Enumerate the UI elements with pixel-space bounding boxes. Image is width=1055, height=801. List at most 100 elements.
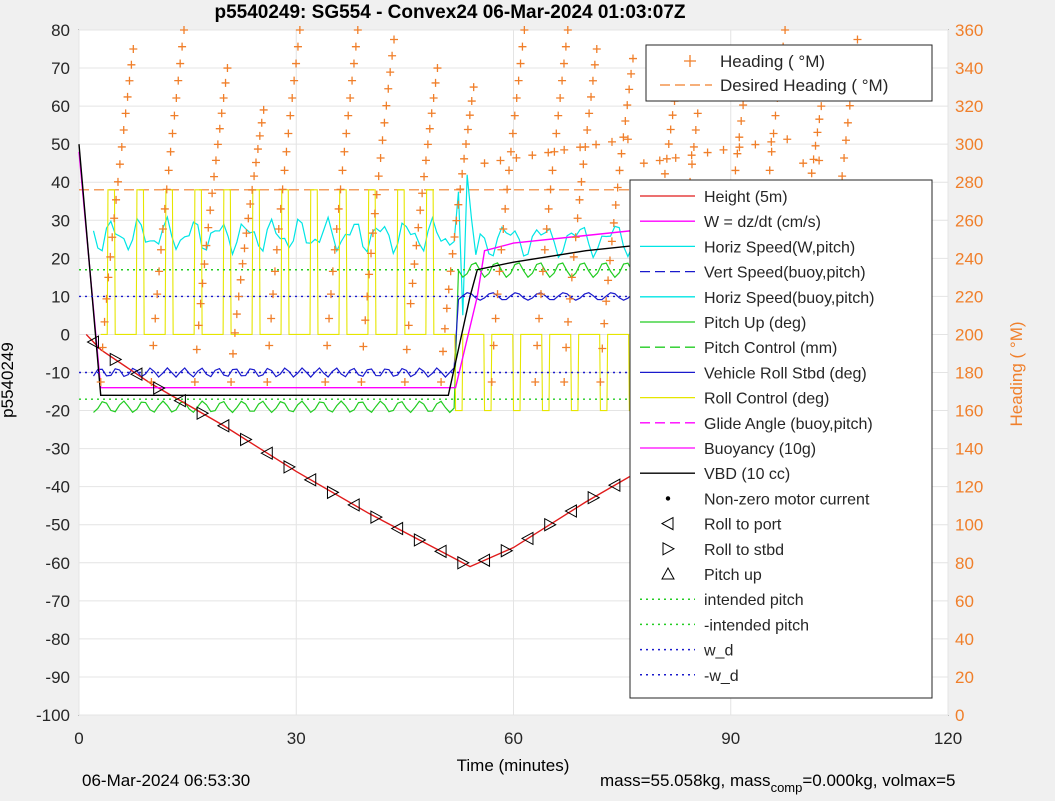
roll-marker (520, 531, 534, 546)
roll-marker (86, 335, 99, 349)
heading-marker (703, 148, 712, 157)
heading-marker (560, 378, 569, 387)
legend-label: Glide Angle (buoy,pitch) (704, 416, 873, 433)
heading-marker (388, 51, 397, 60)
heading-marker (336, 185, 345, 194)
footer-mass-tail: =0.000kg, volmax=5 (802, 771, 956, 790)
heading-marker (433, 64, 442, 73)
footer-mass-text: mass=55.058kg, mass (600, 771, 771, 790)
y-tick-label-right: 200 (955, 325, 983, 344)
legend-box (645, 44, 933, 102)
heading-marker (330, 245, 339, 254)
heading-marker (538, 267, 547, 276)
heading-marker (213, 140, 222, 149)
heading-marker (340, 147, 349, 156)
y-tick-label-right: 140 (955, 440, 983, 459)
heading-marker (155, 267, 164, 276)
heading-marker (853, 35, 862, 44)
heading-marker (817, 102, 826, 111)
y-tick-label: 10 (51, 287, 70, 306)
y-tick-label-right: 180 (955, 364, 983, 383)
heading-marker (841, 136, 850, 145)
heading-marker (255, 131, 264, 140)
heading-marker (363, 292, 372, 301)
footer-timestamp: 06-Mar-2024 06:53:30 (82, 771, 251, 790)
heading-marker (664, 140, 673, 149)
heading-marker (359, 342, 368, 351)
heading-marker (365, 270, 374, 279)
heading-marker (153, 290, 162, 299)
heading-marker (251, 158, 260, 167)
heading-marker (259, 105, 268, 114)
heading-marker (563, 26, 572, 34)
heading-marker (274, 225, 283, 234)
legend-label: Height (5m) (704, 189, 788, 206)
roll-marker (434, 544, 447, 559)
y-tick-label-right: 80 (955, 554, 974, 573)
heading-marker (223, 64, 232, 73)
heading-marker (573, 214, 582, 223)
legend-label: Non-zero motor current (704, 491, 870, 508)
heading-marker (565, 294, 574, 303)
heading-marker (227, 378, 236, 387)
heading-marker (544, 148, 553, 157)
heading-marker (495, 267, 504, 276)
heading-marker (751, 140, 760, 149)
heading-marker (361, 316, 370, 325)
heading-marker (367, 249, 376, 258)
heading-marker (611, 201, 620, 210)
roll-marker (196, 406, 210, 421)
heading-marker (106, 252, 115, 261)
heading-marker (344, 111, 353, 120)
legend-label: W = dz/dt (cm/s) (704, 214, 821, 231)
y-tick-label: 50 (51, 135, 70, 154)
heading-marker (442, 304, 451, 313)
heading-marker (425, 124, 434, 133)
heading-marker (590, 60, 599, 69)
roll-marker (544, 517, 557, 532)
heading-marker (666, 125, 675, 134)
legend-label: Horiz Speed(buoy,pitch) (704, 290, 874, 307)
axes: 0 30 60 90 12080706050403020100-10-20-30-40-… (36, 21, 983, 748)
heading-marker (170, 111, 179, 120)
y-tick-label-right: 240 (955, 249, 983, 268)
heading-marker (427, 109, 436, 118)
heading-marker (384, 84, 393, 93)
heading-marker (104, 273, 113, 282)
heading-marker (431, 78, 440, 87)
x-tick-label: 60 (504, 729, 523, 748)
heading-marker (548, 166, 557, 175)
heading-marker (338, 166, 347, 175)
heading-marker (452, 216, 461, 225)
heading-marker (607, 237, 616, 246)
heading-marker (200, 260, 209, 269)
heading-marker (129, 45, 138, 54)
heading-marker (240, 244, 249, 253)
y-tick-label: 70 (51, 59, 70, 78)
heading-marker (587, 92, 596, 101)
heading-marker (437, 378, 446, 387)
heading-marker (769, 129, 778, 138)
heading-marker (328, 267, 337, 276)
heading-marker (370, 209, 379, 218)
heading-marker (765, 166, 774, 175)
heading-marker (162, 185, 171, 194)
heading-marker (210, 172, 219, 181)
heading-marker (230, 328, 239, 337)
heading-marker (462, 140, 471, 149)
heading-marker (228, 349, 237, 358)
y-tick-label-right: 340 (955, 59, 983, 78)
heading-marker (815, 156, 824, 165)
y-tick-label-right: 60 (955, 592, 974, 611)
heading-marker (671, 153, 680, 162)
heading-marker (505, 166, 514, 175)
heading-marker (410, 260, 419, 269)
y-tick-label-right: 280 (955, 173, 983, 192)
roll-marker (240, 432, 253, 447)
heading-marker (242, 229, 251, 238)
heading-marker (544, 204, 553, 213)
heading-marker (269, 290, 278, 299)
y-tick-label: 0 (61, 325, 70, 344)
legend-label: Buoyancy (10g) (704, 441, 816, 458)
y-tick-label-right: 100 (955, 516, 983, 535)
